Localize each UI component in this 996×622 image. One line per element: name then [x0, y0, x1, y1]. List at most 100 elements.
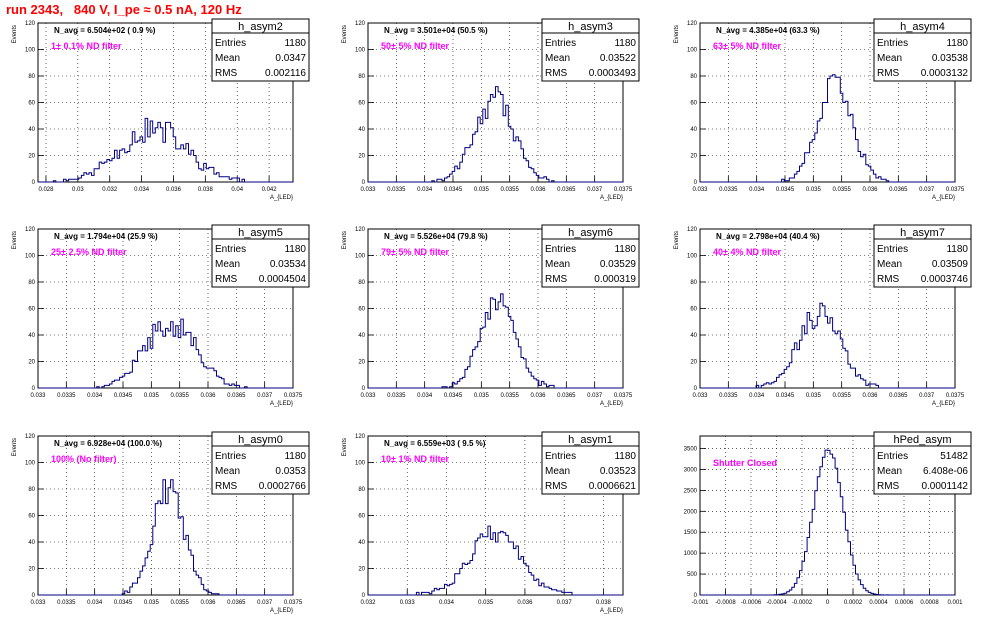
- x-axis-title: A_{LED}: [270, 401, 293, 407]
- stats-value: 1180: [614, 38, 636, 49]
- stats-box: [541, 18, 640, 82]
- x-tick-label: 0.0335: [57, 600, 76, 606]
- stats-title: h_asym0: [238, 434, 283, 446]
- y-tick-label: 60: [358, 307, 365, 313]
- x-tick-label: 0.035: [144, 600, 160, 606]
- y-tick-label: 120: [355, 21, 366, 27]
- x-tick-label: 0.0345: [114, 600, 133, 606]
- x-axis-title: A_{LED}: [932, 195, 955, 201]
- stats-label: Entries: [215, 451, 246, 462]
- histogram-pad-h_asym0: 0.033 0.0335 0.034 0.0345 0.035 0.0355 0.036 0.…: [12, 431, 310, 614]
- y-axis-title: Events: [342, 438, 348, 456]
- filter-label: 50± 5% ND filter: [381, 41, 449, 51]
- y-tick-label: 80: [690, 280, 697, 286]
- y-tick-label: 120: [355, 227, 366, 233]
- x-tick-label: 0.037: [587, 187, 603, 193]
- x-tick-label: 0.0004: [869, 600, 888, 606]
- stats-box: [873, 431, 972, 495]
- histogram-line-h_asym4: [700, 74, 955, 183]
- histogram-line-hPed_asym: [700, 449, 955, 596]
- stats-value: 0.0353: [275, 466, 306, 477]
- x-tick-label: 0.034: [749, 393, 765, 399]
- y-tick-label: 120: [25, 21, 36, 27]
- x-tick-label: -0.0004: [766, 600, 787, 606]
- stats-box: [211, 18, 310, 82]
- navg-label: N_avg = 4.385e+04 (63.3 %): [716, 26, 820, 35]
- x-tick-label: 0.033: [360, 393, 376, 399]
- y-axis-title: Events: [342, 25, 348, 43]
- stats-title: h_asym5: [238, 227, 283, 239]
- filter-label: 40± 4% ND filter: [713, 247, 781, 257]
- stats-label: Mean: [215, 259, 240, 270]
- y-axis-title: Events: [674, 231, 680, 249]
- stats-box: [541, 224, 640, 288]
- x-tick-label: 0.037: [557, 600, 573, 606]
- navg-label: N_avg = 1.794e+04 (25.9 %): [54, 232, 158, 241]
- x-tick-label: 0.0335: [387, 393, 406, 399]
- histogram-pad-h_asym3: 0.033 0.0335 0.034 0.0345 0.035 0.0355 0.036 0.…: [342, 18, 640, 201]
- stats-title: hPed_asym: [893, 434, 951, 446]
- x-axis-title: A_{LED}: [600, 608, 623, 614]
- stats-value: 1180: [946, 244, 968, 255]
- stats-value: 1180: [614, 244, 636, 255]
- stats-value: 1180: [284, 451, 306, 462]
- stats-label: Entries: [877, 451, 908, 462]
- stats-label: Entries: [877, 38, 908, 49]
- x-tick-label: 0.036: [517, 600, 533, 606]
- y-tick-label: 80: [28, 280, 35, 286]
- x-tick-label: 0.0355: [170, 600, 189, 606]
- stats-label: RMS: [877, 481, 900, 492]
- x-axis-title: A_{LED}: [600, 195, 623, 201]
- x-tick-label: 0.033: [360, 187, 376, 193]
- y-tick-label: 20: [358, 360, 365, 366]
- x-tick-label: -0.0006: [741, 600, 762, 606]
- filter-label: 25± 2.5% ND filter: [51, 247, 127, 257]
- y-axis-title: Events: [674, 25, 680, 43]
- y-tick-label: 20: [358, 154, 365, 160]
- y-tick-label: 80: [358, 280, 365, 286]
- x-tick-label: 0.028: [38, 187, 54, 193]
- x-tick-label: 0.04: [231, 187, 243, 193]
- x-tick-label: 0.034: [439, 600, 455, 606]
- y-tick-label: 80: [358, 487, 365, 493]
- y-tick-label: 60: [28, 514, 35, 520]
- y-tick-label: 3500: [684, 447, 698, 453]
- x-tick-label: 0.0375: [946, 187, 965, 193]
- stats-value: 0.002116: [265, 68, 306, 79]
- x-tick-label: 0.032: [360, 600, 376, 606]
- y-tick-label: 100: [355, 48, 366, 54]
- x-axis-title: A_{LED}: [600, 401, 623, 407]
- y-tick-label: 80: [28, 487, 35, 493]
- navg-label: N_avg = 6.504e+02 ( 0.9 %): [54, 26, 156, 35]
- x-tick-label: 0.035: [474, 393, 490, 399]
- x-tick-label: 0.035: [474, 187, 490, 193]
- stats-title: h_asym4: [900, 21, 945, 33]
- histogram-line-h_asym2: [38, 117, 293, 183]
- x-tick-label: 0.038: [596, 600, 612, 606]
- stats-label: RMS: [215, 481, 238, 492]
- stats-title: h_asym7: [900, 227, 945, 239]
- filter-label: 100% (No filter): [51, 454, 117, 464]
- x-tick-label: 0.037: [257, 393, 273, 399]
- stats-label: Entries: [215, 38, 246, 49]
- y-tick-label: 60: [690, 101, 697, 107]
- x-tick-label: -0.0008: [715, 600, 736, 606]
- x-tick-label: 0.0355: [170, 393, 189, 399]
- x-axis-title: A_{LED}: [270, 608, 293, 614]
- y-tick-label: 0: [32, 386, 36, 392]
- x-tick-label: 0.037: [257, 600, 273, 606]
- y-axis-title: Events: [12, 438, 18, 456]
- stats-value: 0.0347: [275, 53, 306, 64]
- y-tick-label: 3000: [684, 467, 698, 473]
- x-tick-label: 0.036: [862, 393, 878, 399]
- x-tick-label: 0.033: [30, 600, 46, 606]
- y-tick-label: 20: [690, 360, 697, 366]
- x-tick-label: 0.0345: [114, 393, 133, 399]
- filter-label: 79± 5% ND filter: [381, 247, 449, 257]
- stats-label: RMS: [215, 68, 238, 79]
- y-tick-label: 0: [362, 593, 366, 599]
- y-tick-label: 40: [358, 127, 365, 133]
- stats-value: 0.0003746: [921, 274, 969, 285]
- histogram-line-h_asym1: [368, 525, 623, 596]
